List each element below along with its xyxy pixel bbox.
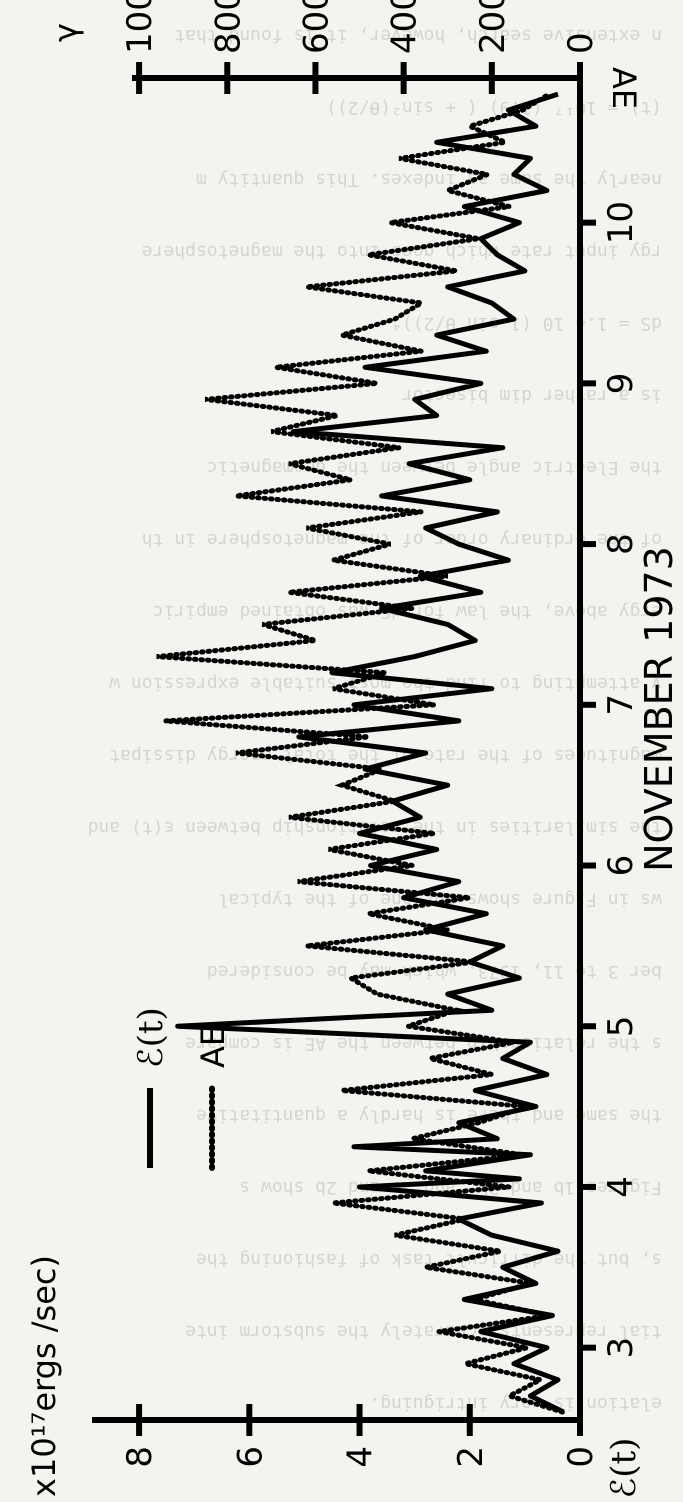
left-tick-label: 6 — [230, 1446, 270, 1468]
right-tick-label: 400 — [385, 0, 425, 54]
x-tick-label: 4 — [601, 1176, 641, 1198]
page-label: ℰ(t) — [604, 1438, 644, 1498]
left-axis-unit-label: (x10¹⁷ergs /sec) — [25, 1255, 63, 1498]
right-tick-label: 600 — [296, 0, 336, 54]
right-axis-unit: γ — [47, 23, 85, 42]
background-text-line: ber 3 to 11, 1973, which may be consider… — [207, 961, 662, 982]
background-text-line: nearly the same as indexes. This quantit… — [196, 169, 662, 190]
x-tick-label: 9 — [601, 373, 641, 395]
legend: ℰ(t) AE — [131, 1007, 232, 1168]
legend-label-epsilon: ℰ(t) — [131, 1007, 171, 1068]
left-tick-label: 2 — [451, 1446, 491, 1468]
left-tick-label: 4 — [341, 1446, 381, 1468]
background-text-line: the same and there is hardly a quantitat… — [196, 1105, 662, 1126]
right-tick-label: 1000 — [120, 0, 160, 54]
left-tick-label: 8 — [120, 1446, 160, 1468]
x-tick-label: 7 — [601, 694, 641, 716]
right-tick-label: 800 — [208, 0, 248, 54]
x-tick-label: 3 — [601, 1337, 641, 1359]
x-tick-label: 6 — [601, 855, 641, 877]
x-tick-label: 8 — [601, 533, 641, 555]
left-tick-label: 0 — [561, 1446, 601, 1468]
right-tick-label: 0 — [561, 32, 601, 54]
x-tick-label: 10 — [601, 201, 641, 244]
x-axis-title: NOVEMBER 1973 — [637, 546, 681, 872]
x-tick-label: 5 — [601, 1015, 641, 1037]
legend-label-ae: AE — [194, 1026, 232, 1068]
background-text-line: tial represents accurately the substorm … — [185, 1321, 662, 1342]
background-text-line: elation is very intriguing. — [369, 1393, 662, 1414]
right-axis-title: AE — [605, 67, 643, 109]
background-text-line: dS = 1.4 10 (1 sin θ/2))⁴ — [391, 313, 662, 334]
right-tick-label: 200 — [473, 0, 513, 54]
